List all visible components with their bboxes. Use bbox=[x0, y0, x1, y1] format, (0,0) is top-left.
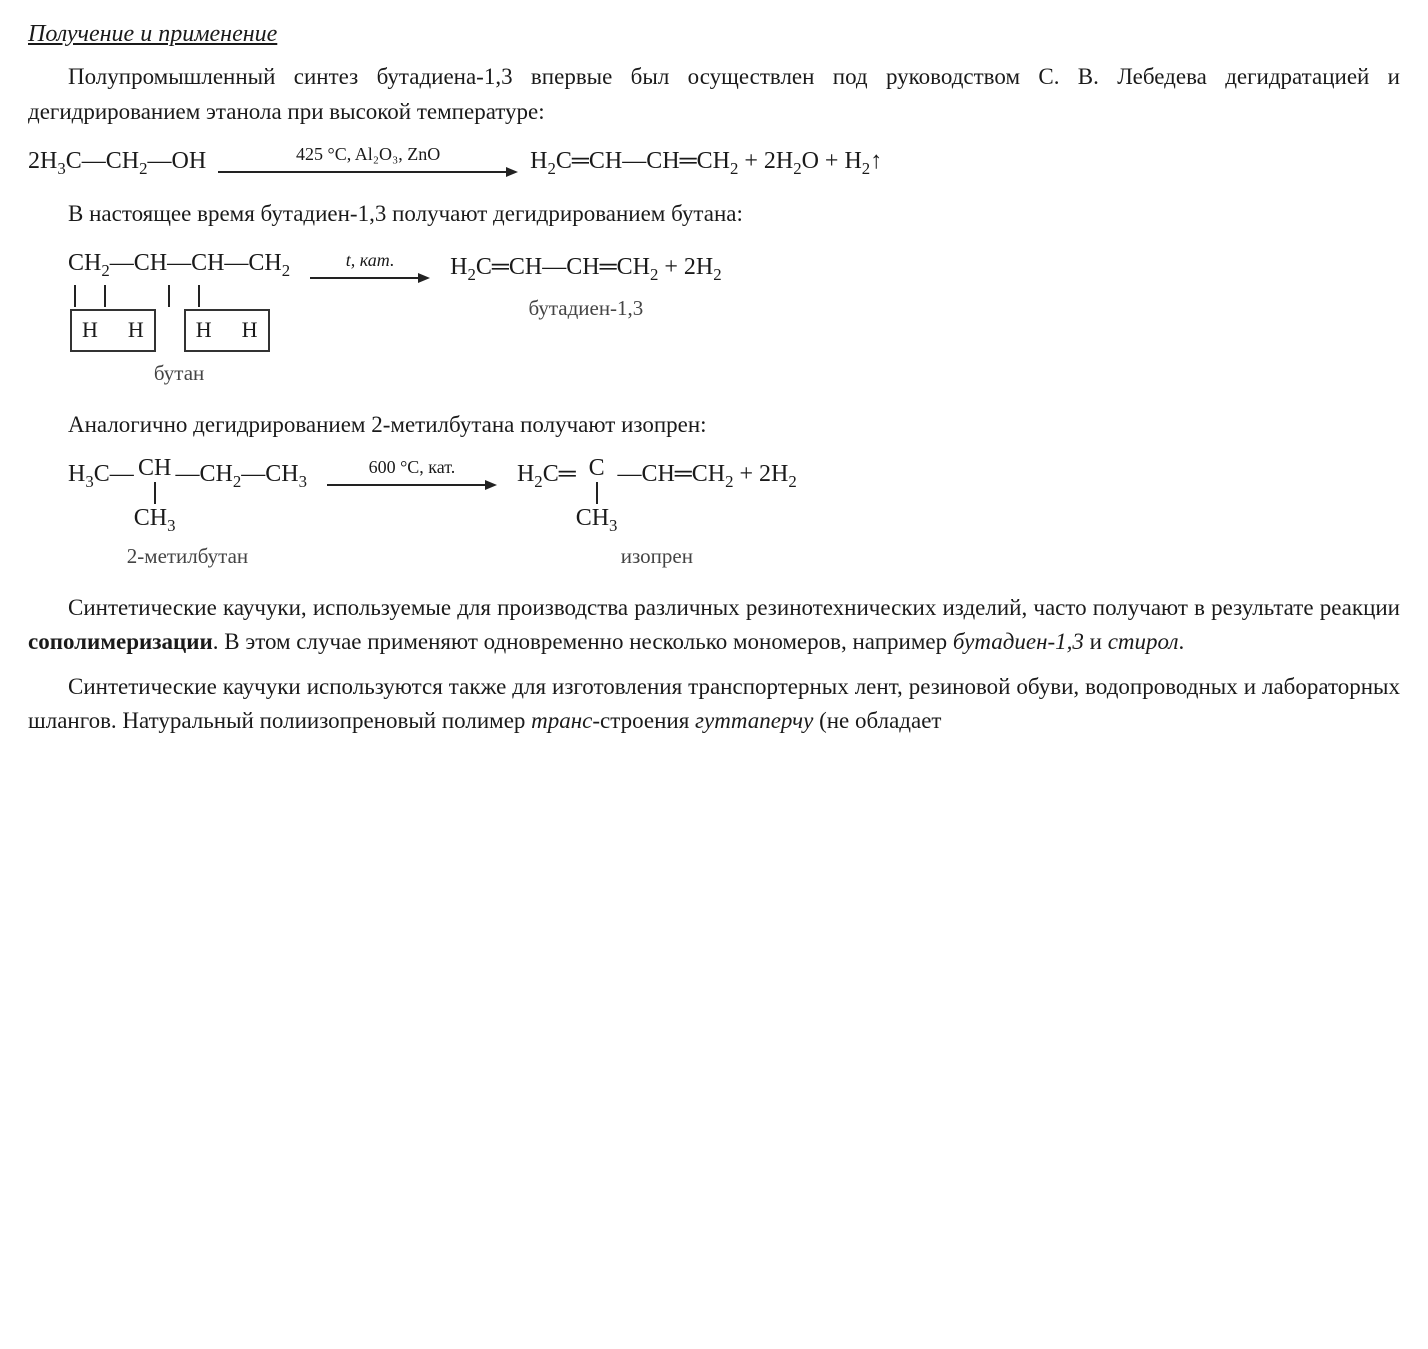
p5-c: (не обладает bbox=[813, 708, 941, 733]
paragraph-5: Синтетические каучуки используются также… bbox=[28, 670, 1400, 739]
p4-b: . В этом случае применяют одновременно н… bbox=[213, 629, 953, 654]
p4-c: и bbox=[1084, 629, 1108, 654]
butane-label: бутан bbox=[154, 358, 204, 390]
reaction-conditions: 425 °C, Al₂O₃, ZnO bbox=[296, 145, 440, 165]
h-box-1: HH bbox=[70, 309, 156, 352]
equation-ethanol-to-butadiene: 2H3C—CH2—OH 425 °C, Al₂O₃, ZnO H2C═CH—CH… bbox=[28, 143, 1400, 181]
p4-a: Синтетические каучуки, используемые для … bbox=[68, 595, 1400, 620]
term-copolymerization: сополимеризации bbox=[28, 629, 213, 654]
h-box-2: HH bbox=[184, 309, 270, 352]
methylbutane-structure: H3 C— CH CH3 —CH2—CH3 2-метилбутан bbox=[68, 456, 307, 572]
paragraph-4: Синтетические каучуки, используемые для … bbox=[28, 591, 1400, 660]
methylbutane-label: 2-метилбутан bbox=[127, 541, 248, 573]
reaction-conditions: 600 °C, кат. bbox=[369, 458, 456, 478]
paragraph-1: Полупромышленный синтез бутадиена-1,3 вп… bbox=[28, 60, 1400, 129]
term-gutta-percha: гуттаперчу bbox=[695, 708, 813, 733]
eq1-rhs: H2C═CH—CH═CH2 + 2H2O + H2↑ bbox=[530, 143, 882, 181]
paragraph-2: В настоящее время бутадиен-1,3 получают … bbox=[28, 197, 1400, 232]
butadiene-label: бутадиен-1,3 bbox=[528, 293, 643, 325]
term-trans: транс bbox=[531, 708, 592, 733]
isoprene-label: изопрен bbox=[621, 541, 693, 573]
term-styrene: стирол bbox=[1108, 629, 1179, 654]
equation-methylbutane-to-isoprene: H3 C— CH CH3 —CH2—CH3 2-метилбутан 600 °… bbox=[68, 456, 1400, 572]
equation-butane-to-butadiene: CH2—CH—CH—CH2 HH HH бутан t, кат. H2C═CH… bbox=[68, 245, 1400, 389]
term-butadiene: бутадиен-1,3 bbox=[953, 629, 1084, 654]
reaction-arrow: t, кат. bbox=[310, 251, 430, 285]
isoprene-product: H2C═ C CH3 —CH═CH2 + 2H2 изопрен bbox=[517, 456, 797, 572]
p4-d: . bbox=[1178, 629, 1184, 654]
reaction-arrow: 600 °C, кат. bbox=[327, 458, 497, 492]
section-title: Получение и применение bbox=[28, 16, 1400, 52]
reaction-conditions: t, кат. bbox=[346, 251, 395, 271]
butadiene-product: H2C═CH—CH═CH2 + 2H2 бутадиен-1,3 bbox=[450, 249, 721, 324]
p5-b: -строения bbox=[592, 708, 695, 733]
reaction-arrow: 425 °C, Al₂O₃, ZnO bbox=[218, 145, 518, 179]
butane-structure: CH2—CH—CH—CH2 HH HH бутан bbox=[68, 245, 290, 389]
paragraph-3: Аналогично дегидрированием 2-метилбутана… bbox=[28, 408, 1400, 443]
eq1-lhs: 2H3C—CH2—OH bbox=[28, 143, 206, 181]
